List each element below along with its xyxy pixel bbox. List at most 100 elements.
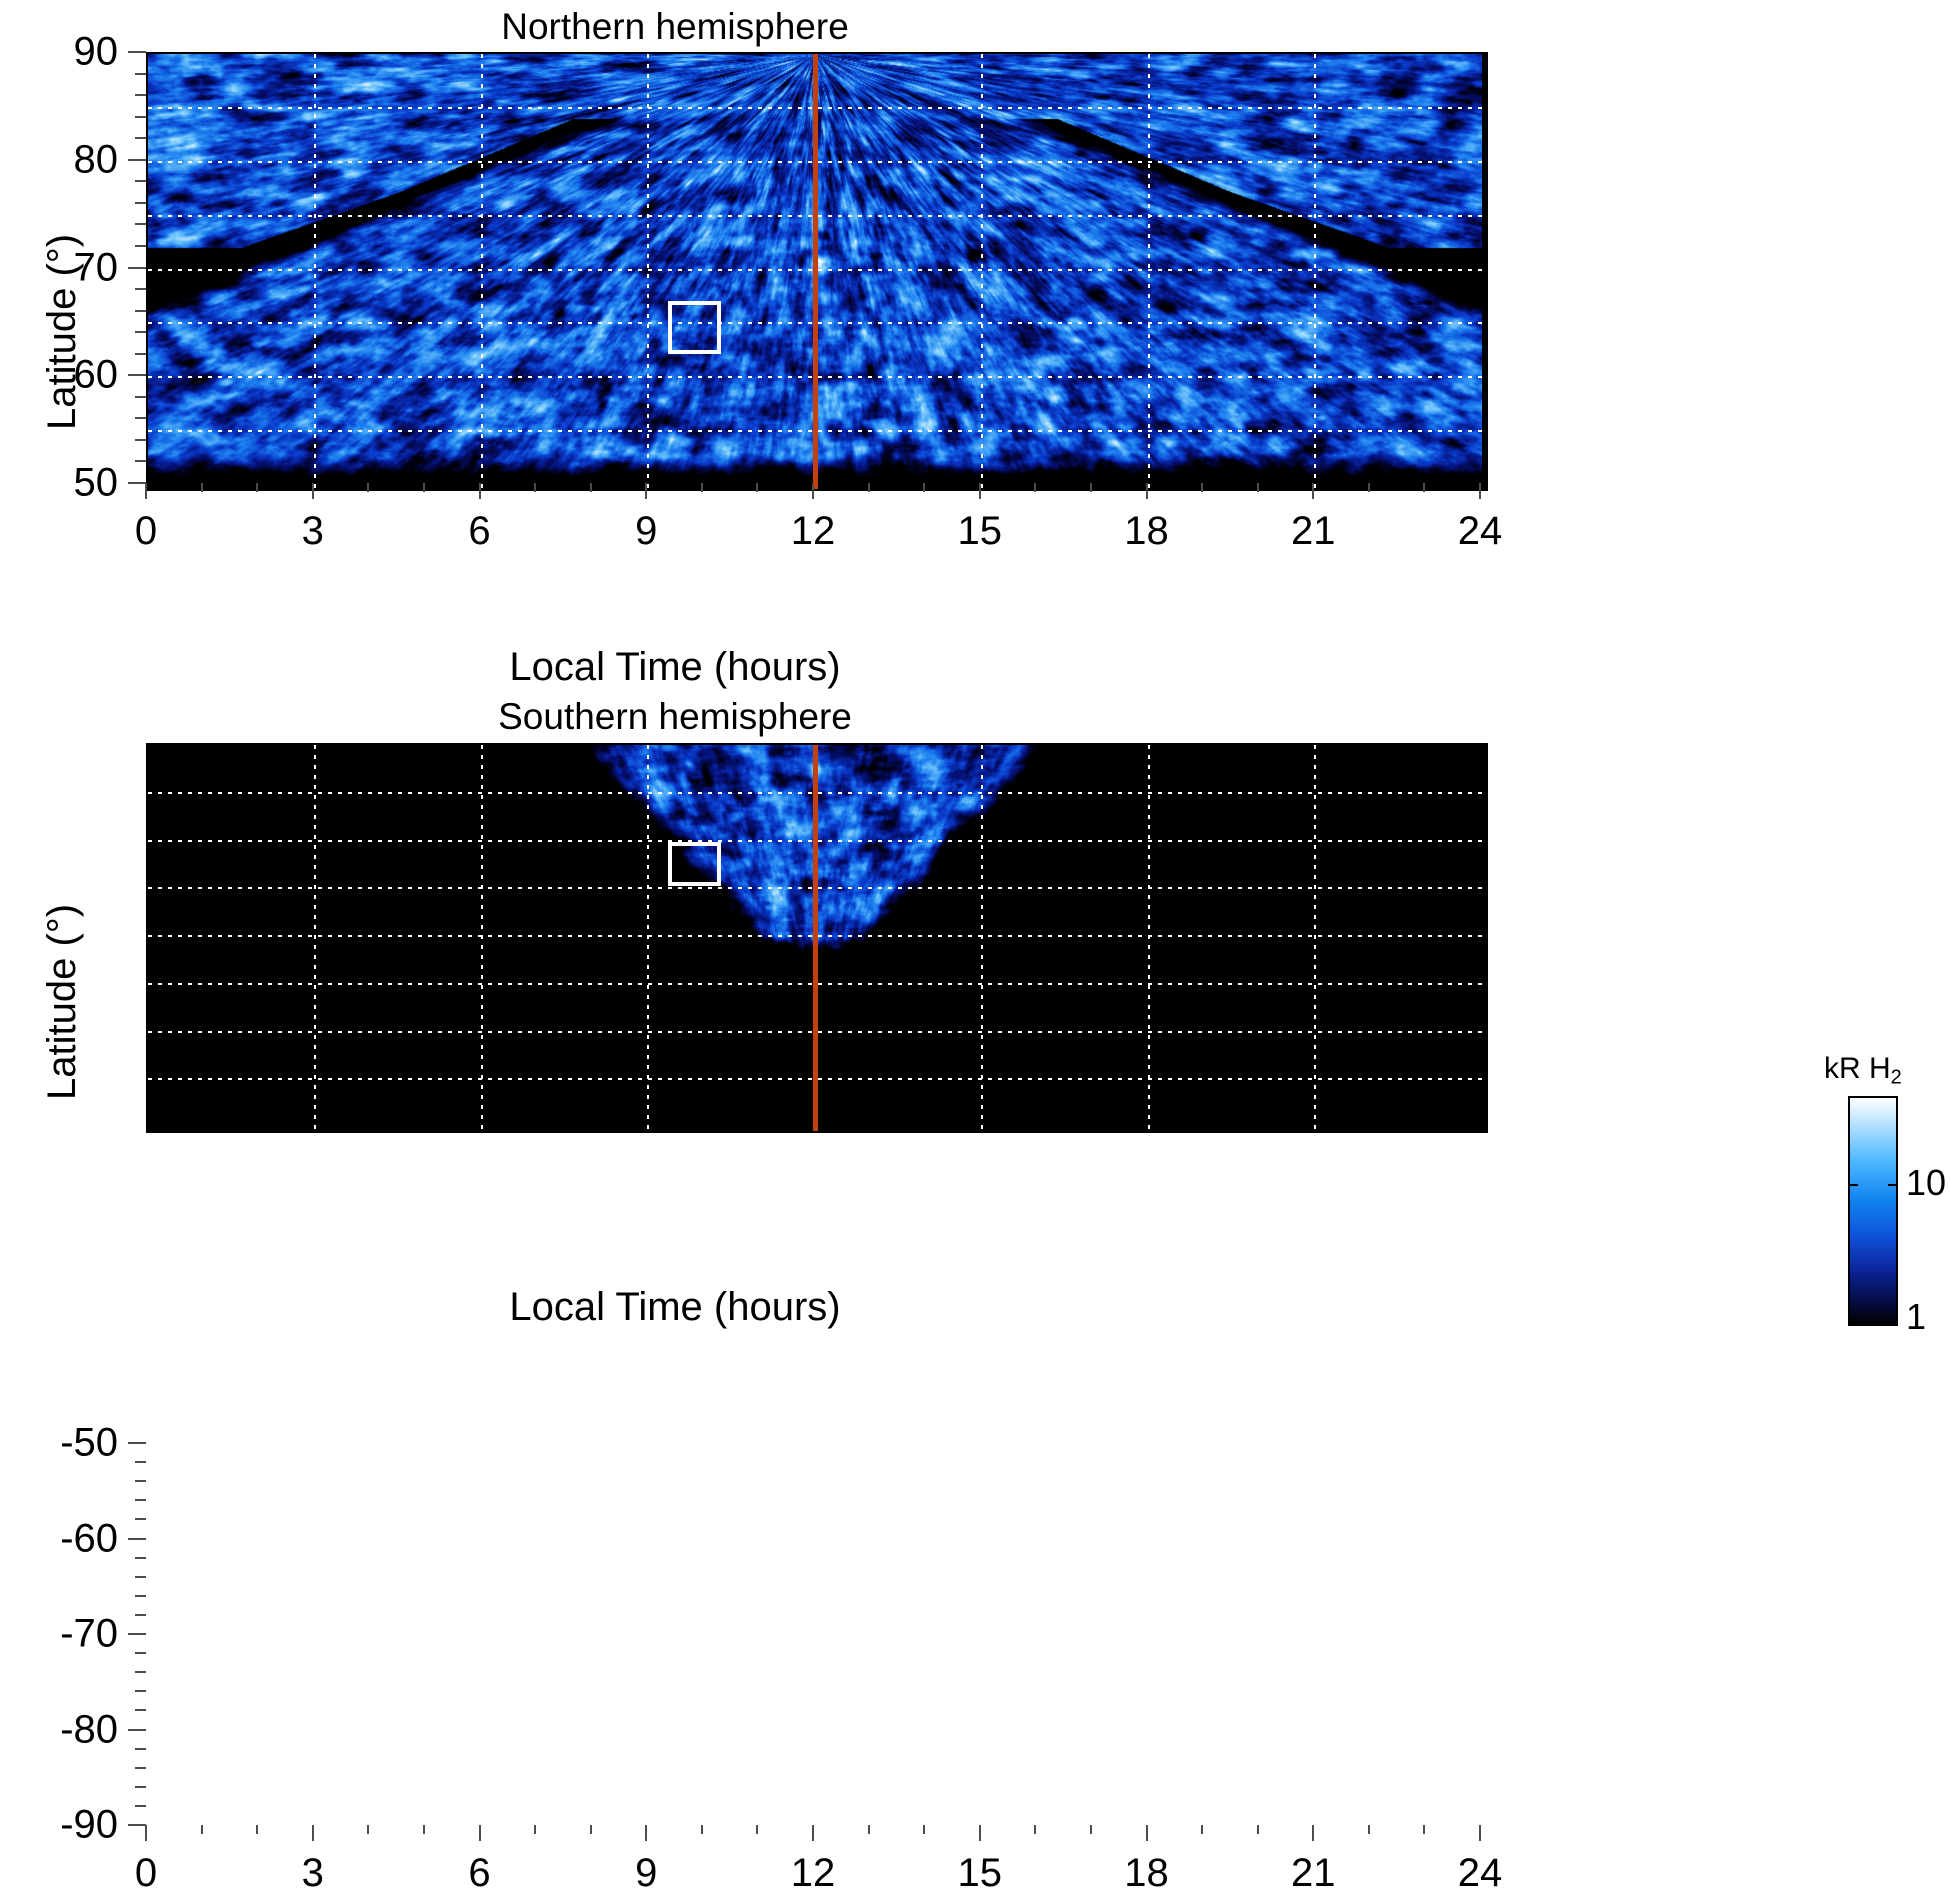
xtick-minor	[867, 1825, 870, 1834]
colorbar-label-10: 10	[1906, 1162, 1947, 1203]
panel-northern: Northern hemisphere 0 3 6 9 12 15 18 21 24 90 80 70…	[0, 0, 1950, 700]
xtick-major	[812, 483, 814, 499]
ytick-major	[128, 1442, 146, 1444]
xtick-minor	[256, 483, 259, 492]
ytick-minor	[135, 1785, 146, 1788]
xtick-major	[812, 1825, 814, 1841]
xtick-major	[978, 1825, 981, 1841]
colorbar: kR H2 10 1	[1824, 1052, 1950, 1348]
ytick-minor	[135, 1556, 146, 1559]
xtick-label: 12	[790, 509, 836, 553]
xtick-label: 6	[468, 1851, 491, 1895]
xtick-major	[1312, 483, 1315, 499]
xtick-minor	[923, 1825, 926, 1834]
xtick-minor	[589, 1825, 592, 1834]
ytick-minor	[135, 460, 146, 463]
ytick-label: 80	[73, 137, 119, 182]
northern-xaxis-label: Local Time (hours)	[509, 645, 841, 689]
ytick-major	[128, 1633, 146, 1635]
northern-heatmap-canvas-holder	[148, 54, 1486, 489]
ytick-minor	[135, 1804, 146, 1807]
ytick-major	[128, 266, 146, 269]
xtick-label: 15	[957, 1851, 1003, 1895]
ytick-minor	[135, 1594, 146, 1597]
xtick-major	[145, 483, 147, 499]
northern-heatmap	[148, 54, 1482, 485]
ytick-minor	[135, 201, 146, 204]
ytick-minor	[135, 1709, 146, 1712]
ytick-minor	[135, 1480, 146, 1483]
xtick-minor	[422, 1825, 425, 1834]
xtick-minor	[1423, 483, 1426, 492]
xtick-label: 21	[1291, 1851, 1336, 1895]
ytick-label: -80	[60, 1707, 118, 1751]
xtick-minor	[200, 483, 203, 492]
ytick-minor	[135, 115, 146, 118]
xtick-minor	[422, 483, 425, 492]
ytick-minor	[135, 1461, 146, 1464]
ytick-minor	[135, 1518, 146, 1521]
xtick-minor	[1201, 483, 1204, 492]
xtick-minor	[1256, 1825, 1259, 1834]
ytick-major	[128, 1824, 146, 1826]
colorbar-title-text: kR H	[1824, 1052, 1891, 1085]
xtick-major	[145, 1825, 147, 1841]
xtick-major	[1145, 1825, 1148, 1841]
southern-panel-title: Southern hemisphere	[498, 696, 852, 737]
xtick-minor	[367, 483, 370, 492]
ytick-label: 50	[73, 460, 119, 505]
xtick-label: 18	[1124, 1851, 1169, 1895]
xtick-major	[311, 1825, 314, 1841]
southern-heatmap	[148, 745, 1482, 1127]
colorbar-tick-10b	[1888, 1184, 1898, 1186]
xtick-major	[1479, 1825, 1481, 1841]
ytick-minor	[135, 288, 146, 291]
xtick-minor	[1367, 1825, 1370, 1834]
xtick-label: 0	[134, 1851, 158, 1895]
xtick-major	[311, 483, 314, 499]
ytick-label: -70	[60, 1611, 118, 1656]
ytick-minor	[135, 244, 146, 247]
xtick-major	[978, 483, 981, 499]
ytick-label: 90	[73, 29, 119, 74]
ytick-major	[128, 1537, 146, 1540]
xtick-major	[478, 483, 481, 499]
xtick-major	[645, 1825, 648, 1841]
xtick-minor	[1423, 1825, 1426, 1834]
xtick-label: 0	[134, 509, 158, 553]
ytick-major	[128, 1728, 146, 1731]
northern-panel-title: Northern hemisphere	[501, 6, 849, 47]
ytick-minor	[135, 180, 146, 183]
xtick-minor	[923, 483, 926, 492]
xtick-label: 9	[635, 1851, 658, 1895]
xtick-minor	[756, 1825, 759, 1834]
xtick-minor	[1089, 1825, 1092, 1834]
southern-xaxis-label: Local Time (hours)	[509, 1285, 841, 1329]
xtick-label: 21	[1291, 509, 1336, 553]
ytick-minor	[135, 1499, 146, 1502]
colorbar-title: kR H2	[1824, 1052, 1902, 1090]
xtick-major	[645, 483, 648, 499]
ytick-minor	[135, 309, 146, 312]
xtick-label: 18	[1124, 509, 1169, 553]
ytick-label: 70	[73, 245, 119, 289]
xtick-label: 15	[957, 509, 1003, 553]
ytick-minor	[135, 438, 146, 441]
northern-plot-area	[146, 52, 1488, 491]
ytick-minor	[135, 72, 146, 75]
xtick-minor	[1201, 1825, 1204, 1834]
xtick-minor	[700, 1825, 703, 1834]
xtick-minor	[1256, 483, 1259, 492]
xtick-minor	[534, 483, 537, 492]
panel-southern: Southern hemisphere 0 3 6 9 12 15 18 21 24 -50 -60…	[0, 696, 1950, 1895]
ytick-major	[128, 158, 146, 161]
ytick-minor	[135, 395, 146, 398]
ytick-minor	[135, 94, 146, 97]
colorbar-tick-10	[1848, 1184, 1858, 1186]
xtick-label: 6	[468, 509, 491, 553]
ytick-minor	[135, 331, 146, 334]
southern-plot-area	[146, 743, 1488, 1133]
xtick-minor	[1367, 483, 1370, 492]
ytick-minor	[135, 1613, 146, 1616]
